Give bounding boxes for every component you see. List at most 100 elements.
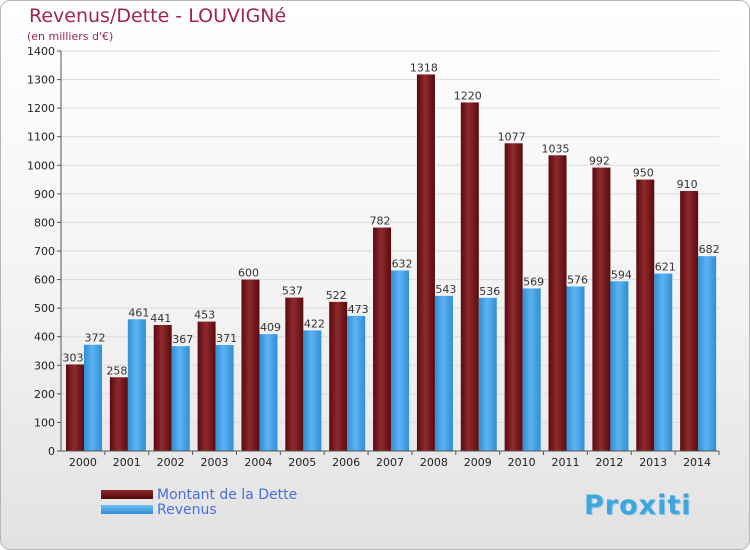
bar-revenus-2006 [347, 315, 366, 451]
legend-swatch-revenus [101, 505, 153, 514]
x-tick-label-2007: 2007 [376, 456, 404, 469]
data-label-dette-2010: 1077 [498, 130, 526, 143]
axes-layer: 0 100 200 300 400 500 600 700 800 900 1000 1100 1200… [27, 45, 720, 469]
x-tick-label-2004: 2004 [244, 456, 272, 469]
data-label-revenus-2008: 543 [435, 283, 456, 296]
bar-revenus-2008 [434, 295, 453, 451]
data-label-dette-2000: 303 [63, 351, 84, 364]
bar-dette-2008 [416, 74, 435, 451]
data-label-dette-2009: 1220 [454, 89, 482, 102]
bar-dette-2013 [636, 179, 655, 452]
data-label-dette-2011: 1035 [542, 142, 570, 155]
data-label-revenus-2011: 576 [567, 273, 588, 286]
bar-revenus-2002 [171, 346, 190, 451]
bar-revenus-2010 [522, 288, 541, 451]
data-label-revenus-2012: 594 [611, 268, 632, 281]
legend: Montant de la Dette Revenus [101, 486, 298, 518]
x-tick-label-2002: 2002 [157, 456, 185, 469]
bar-revenus-2005 [303, 330, 322, 451]
bar-dette-2004 [241, 279, 260, 451]
data-label-dette-2012: 992 [589, 155, 610, 168]
data-label-dette-2003: 453 [194, 309, 215, 322]
data-label-revenus-2005: 422 [304, 317, 325, 330]
y-tick-label: 0 [48, 445, 55, 458]
y-tick-label: 700 [34, 245, 55, 258]
bar-revenus-2003 [215, 345, 234, 451]
y-tick-label: 1000 [27, 159, 55, 172]
bar-revenus-2014 [698, 256, 717, 451]
x-tick-label-2011: 2011 [551, 456, 579, 469]
bar-dette-2005 [285, 297, 304, 451]
proxiti-logo: Proxiti [584, 490, 692, 521]
bar-revenus-2004 [259, 334, 278, 451]
x-tick-label-2001: 2001 [113, 456, 141, 469]
data-label-revenus-2009: 536 [479, 285, 500, 298]
data-label-revenus-2001: 461 [128, 306, 149, 319]
bar-revenus-2000 [84, 344, 102, 451]
bar-dette-2012 [592, 167, 611, 452]
x-tick-label-2008: 2008 [420, 456, 448, 469]
chart-subtitle: (en milliers d'€) [27, 30, 114, 43]
x-tick-label-2009: 2009 [464, 456, 492, 469]
data-label-revenus-2000: 372 [85, 332, 106, 345]
bar-dette-2001 [109, 377, 128, 451]
data-label-dette-2004: 600 [238, 267, 259, 280]
data-label-revenus-2010: 569 [523, 275, 544, 288]
bar-dette-2009 [460, 102, 479, 451]
y-tick-label: 1100 [27, 131, 55, 144]
bar-revenus-2007 [391, 270, 410, 451]
bar-revenus-2001 [127, 319, 146, 451]
bar-dette-2006 [329, 301, 348, 451]
legend-item-dette: Montant de la Dette [101, 486, 298, 503]
data-label-revenus-2003: 371 [216, 332, 237, 345]
data-label-dette-2014: 910 [677, 178, 698, 191]
y-tick-label: 1300 [27, 74, 55, 87]
data-label-dette-2013: 950 [633, 167, 654, 180]
bar-dette-2003 [197, 321, 216, 451]
data-label-dette-2006: 522 [326, 289, 347, 302]
data-label-dette-2002: 441 [150, 312, 171, 325]
legend-label-dette: Montant de la Dette [157, 486, 298, 503]
y-tick-label: 600 [34, 274, 55, 287]
data-label-dette-2008: 1318 [410, 61, 438, 74]
x-tick-label-2013: 2013 [639, 456, 667, 469]
data-label-dette-2007: 782 [370, 215, 391, 228]
legend-label-revenus: Revenus [157, 501, 217, 518]
x-tick-label-2012: 2012 [595, 456, 623, 469]
data-label-dette-2005: 537 [282, 285, 303, 298]
y-tick-label: 400 [34, 331, 55, 344]
bar-dette-2000 [66, 364, 84, 451]
bar-dette-2007 [373, 227, 392, 451]
bar-revenus-2009 [478, 297, 497, 451]
legend-item-revenus: Revenus [101, 501, 297, 518]
x-tick-label-2006: 2006 [332, 456, 360, 469]
data-label-dette-2001: 258 [106, 364, 127, 377]
y-tick-label: 1400 [27, 45, 55, 58]
y-tick-label: 300 [34, 359, 55, 372]
y-tick-label: 500 [34, 302, 55, 315]
y-tick-label: 800 [34, 216, 55, 229]
x-tick-label-2014: 2014 [683, 456, 711, 469]
x-tick-label-2005: 2005 [288, 456, 316, 469]
bar-revenus-2013 [654, 273, 673, 451]
legend-swatch-dette [101, 490, 153, 499]
chart-title: Revenus/Dette - LOUVIGNé [29, 5, 287, 27]
bar-dette-2010 [504, 143, 523, 452]
x-tick-label-2003: 2003 [201, 456, 229, 469]
x-tick-label-2000: 2000 [69, 456, 97, 469]
bar-dette-2011 [548, 155, 567, 452]
y-tick-label: 200 [34, 388, 55, 401]
data-label-revenus-2004: 409 [260, 321, 281, 334]
data-label-revenus-2007: 632 [392, 257, 413, 270]
data-label-revenus-2002: 367 [172, 333, 193, 346]
bar-dette-2014 [680, 191, 699, 451]
y-tick-label: 900 [34, 188, 55, 201]
bar-dette-2002 [153, 325, 172, 451]
y-tick-label: 1200 [27, 102, 55, 115]
bars-layer [66, 74, 717, 452]
bar-revenus-2011 [566, 286, 585, 451]
data-label-revenus-2006: 473 [348, 303, 369, 316]
y-tick-label: 100 [34, 416, 55, 429]
